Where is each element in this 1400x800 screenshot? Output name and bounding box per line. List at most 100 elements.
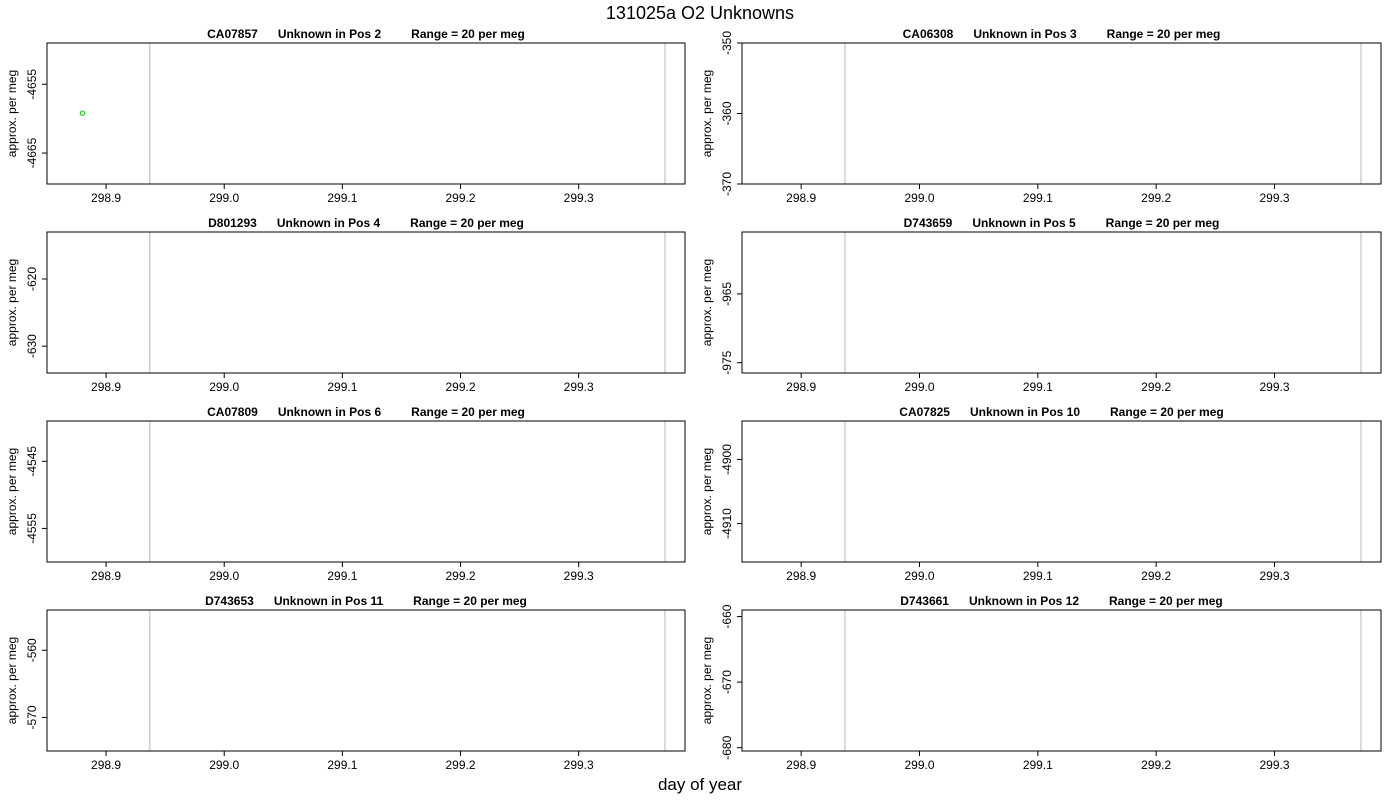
panel-id: CA07857: [207, 27, 258, 41]
x-tick-label: 298.9: [91, 380, 121, 394]
x-tick-label: 299.3: [1259, 380, 1289, 394]
plot-frame: [741, 420, 1382, 563]
y-tick-label: -975: [720, 350, 734, 374]
y-tick-label: -630: [25, 334, 39, 358]
x-tick-label: 298.9: [91, 758, 121, 772]
y-axis-label: approx. per meg: [5, 70, 19, 157]
x-tick-label: 299.0: [209, 191, 239, 205]
y-tick-label: -350: [720, 31, 734, 55]
panel-title: CA07857 Unknown in Pos 2 Range = 20 per me…: [207, 27, 525, 41]
chart-panel: D743659 Unknown in Pos 5 Range = 20 per me…: [700, 216, 1382, 394]
panel-id: D743661: [900, 594, 949, 608]
y-axis-label: approx. per meg: [700, 637, 714, 724]
x-tick-label: 299.2: [446, 569, 476, 583]
panel-description: Unknown in Pos 4: [277, 216, 381, 230]
x-tick-label: 299.1: [327, 191, 357, 205]
panel-id: CA07825: [899, 405, 950, 419]
plot-frame: [741, 42, 1382, 185]
panel-title: CA06308 Unknown in Pos 3 Range = 20 per me…: [903, 27, 1221, 41]
plot-frame: [741, 231, 1382, 374]
x-tick-label: 299.3: [564, 758, 594, 772]
x-tick-label: 299.2: [446, 758, 476, 772]
y-tick-label: -4910: [720, 508, 734, 539]
panel-description: Unknown in Pos 2: [278, 27, 382, 41]
panel-id: D743653: [205, 594, 254, 608]
panel-description: Unknown in Pos 5: [972, 216, 1076, 230]
panel-title: D743659 Unknown in Pos 5 Range = 20 per me…: [904, 216, 1220, 230]
x-tick-label: 299.1: [327, 380, 357, 394]
y-axis-label: approx. per meg: [700, 70, 714, 157]
x-tick-label: 299.2: [446, 380, 476, 394]
x-tick-label: 299.3: [1259, 758, 1289, 772]
x-tick-label: 298.9: [786, 569, 816, 583]
panel-id: CA06308: [903, 27, 954, 41]
y-tick-label: -4900: [720, 444, 734, 475]
x-tick-label: 299.2: [1141, 758, 1171, 772]
y-tick-label: -660: [720, 604, 734, 628]
panel-description: Unknown in Pos 3: [973, 27, 1077, 41]
chart-panel: CA07809 Unknown in Pos 6 Range = 20 per me…: [5, 405, 686, 583]
x-tick-label: 299.0: [904, 758, 934, 772]
panel-id: CA07809: [207, 405, 258, 419]
panel-id: D743659: [904, 216, 953, 230]
x-tick-label: 299.0: [904, 569, 934, 583]
panel-description: Unknown in Pos 6: [278, 405, 382, 419]
data-point: [79, 110, 86, 116]
chart-panel: D743653 Unknown in Pos 11 Range = 20 per m…: [5, 594, 686, 772]
panel-title: CA07825 Unknown in Pos 10 Range = 20 per m…: [899, 405, 1223, 419]
y-axis-label: approx. per meg: [700, 259, 714, 346]
panel-title: D801293 Unknown in Pos 4 Range = 20 per me…: [208, 216, 524, 230]
x-tick-label: 299.1: [1023, 758, 1053, 772]
x-tick-label: 299.2: [446, 191, 476, 205]
y-tick-label: -560: [25, 638, 39, 662]
panel-range: Range = 20 per meg: [413, 594, 527, 608]
x-tick-label: 299.3: [1259, 569, 1289, 583]
x-tick-label: 299.3: [564, 569, 594, 583]
x-tick-label: 299.1: [327, 758, 357, 772]
x-tick-label: 299.3: [564, 191, 594, 205]
panel-range: Range = 20 per meg: [1107, 27, 1221, 41]
y-tick-label: -570: [25, 705, 39, 729]
panel-title: D743653 Unknown in Pos 11 Range = 20 per m…: [205, 594, 527, 608]
y-tick-label: -4655: [25, 69, 39, 100]
x-tick-label: 298.9: [786, 191, 816, 205]
chart-panel: CA07857 Unknown in Pos 2 Range = 20 per me…: [5, 27, 686, 205]
x-tick-label: 299.1: [327, 569, 357, 583]
x-tick-label: 299.0: [209, 380, 239, 394]
x-tick-label: 299.0: [209, 758, 239, 772]
x-tick-label: 299.0: [904, 380, 934, 394]
y-tick-label: -965: [720, 282, 734, 306]
panel-id: D801293: [208, 216, 257, 230]
x-tick-label: 299.1: [1023, 380, 1053, 394]
panel-range: Range = 20 per meg: [1109, 594, 1223, 608]
panel-description: Unknown in Pos 10: [970, 405, 1080, 419]
x-tick-label: 299.1: [1023, 569, 1053, 583]
y-tick-label: -360: [720, 101, 734, 125]
y-tick-label: -4665: [25, 137, 39, 168]
y-axis-label: approx. per meg: [5, 637, 19, 724]
x-tick-label: 298.9: [786, 758, 816, 772]
figure-title: 131025a O2 Unknowns: [605, 3, 795, 23]
plot-frame: [46, 609, 686, 752]
panel-title: D743661 Unknown in Pos 12 Range = 20 per m…: [900, 594, 1222, 608]
y-axis-label: approx. per meg: [700, 448, 714, 535]
plot-frame: [46, 231, 686, 374]
panel-range: Range = 20 per meg: [1110, 405, 1224, 419]
x-tick-label: 299.1: [1023, 191, 1053, 205]
x-tick-label: 299.2: [1141, 191, 1171, 205]
x-tick-label: 298.9: [786, 380, 816, 394]
panel-description: Unknown in Pos 11: [274, 594, 384, 608]
x-tick-label: 298.9: [91, 569, 121, 583]
x-tick-label: 299.0: [904, 191, 934, 205]
y-tick-label: -4545: [25, 446, 39, 477]
y-tick-label: -680: [720, 735, 734, 759]
plot-frame: [741, 609, 1382, 752]
x-tick-label: 298.9: [91, 191, 121, 205]
y-axis-label: approx. per meg: [5, 448, 19, 535]
x-tick-label: 299.2: [1141, 380, 1171, 394]
y-tick-label: -670: [720, 670, 734, 694]
chart-panel: D801293 Unknown in Pos 4 Range = 20 per me…: [5, 216, 686, 394]
plot-frame: [46, 42, 686, 185]
panel-range: Range = 20 per meg: [411, 27, 525, 41]
